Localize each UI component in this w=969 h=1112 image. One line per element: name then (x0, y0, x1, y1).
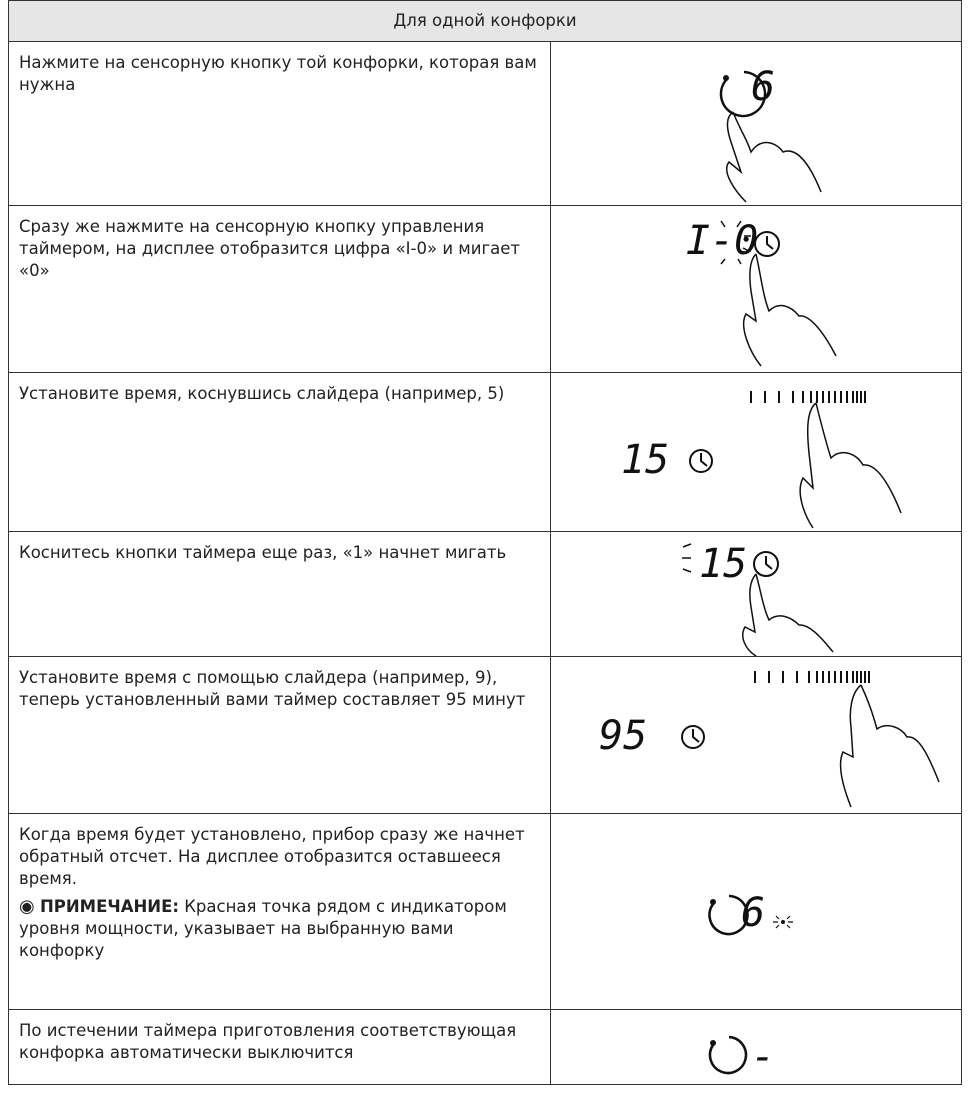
step-text: По истечении таймера приготовления соотв… (8, 1009, 551, 1085)
instruction-table: Для одной конфорки Нажмите на сенсорную … (8, 0, 962, 1085)
illustration: 15 (682, 541, 834, 656)
table-header: Для одной конфорки (8, 0, 962, 42)
step-text: Установите время, коснувшись слайдера (н… (8, 372, 551, 532)
step-text: Установите время с помощью слайдера (нап… (8, 656, 551, 814)
step-image: I-0 (550, 205, 962, 373)
display-text: - (751, 1034, 775, 1080)
note: ◉ ПРИМЕЧАНИЕ: Красная точка рядом с инди… (19, 896, 507, 960)
step-image: 15 (550, 372, 962, 532)
note-text: Красная точка рядом с индикатором уровня… (19, 897, 507, 960)
display-text: 15 (621, 437, 669, 483)
illustration: 15 (621, 391, 902, 529)
display-text: I-0 (686, 218, 758, 264)
illustration: 95 (599, 671, 940, 808)
illustration: 6 (708, 890, 793, 936)
step-text: Когда время будет установлено, прибор ср… (8, 813, 551, 1010)
step-text: Коснитесь кнопки таймера еще раз, «1» на… (8, 531, 551, 657)
step-image: 15 (550, 531, 962, 657)
step-image: 6 (550, 41, 962, 206)
note-label: ПРИМЕЧАНИЕ: (39, 897, 179, 916)
display-text: 15 (699, 541, 747, 587)
display-text: 6 (741, 890, 765, 936)
paragraph: Когда время будет установлено, прибор ср… (19, 825, 525, 888)
display-text: 6 (751, 64, 775, 110)
illustration: I-0 (686, 218, 837, 367)
display-text: 95 (599, 713, 647, 759)
illustration: - (708, 1034, 775, 1080)
step-text: Сразу же нажмите на сенсорную кнопку упр… (8, 205, 551, 373)
step-image: - (550, 1009, 962, 1085)
step-image: 95 (550, 656, 962, 814)
illustration: 6 (719, 64, 822, 203)
step-image: 6 (550, 813, 962, 1010)
step-text: Нажмите на сенсорную кнопку той конфорки… (8, 41, 551, 206)
